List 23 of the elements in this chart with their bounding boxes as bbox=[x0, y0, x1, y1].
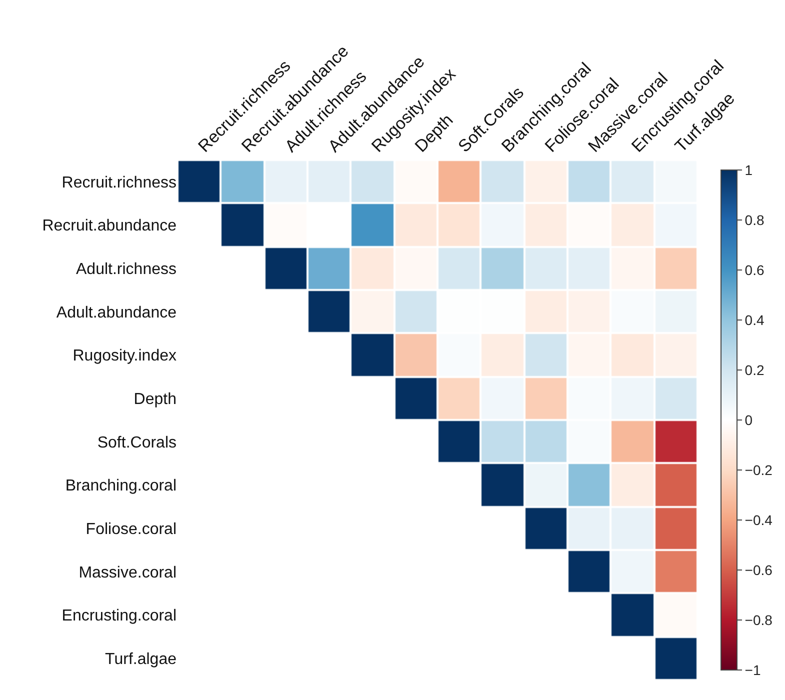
y-tick-label: Turf.algae bbox=[105, 650, 177, 668]
color-bar-label: 0.2 bbox=[744, 362, 764, 378]
y-tick-label: Recruit.abundance bbox=[42, 218, 177, 235]
color-bar-label: 0 bbox=[744, 412, 753, 428]
color-bar-label: 0.4 bbox=[744, 312, 764, 328]
y-tick-label: Rugosity.index bbox=[72, 348, 176, 365]
y-tick-label: Soft.Corals bbox=[97, 434, 176, 452]
color-bar-label: −0.6 bbox=[744, 562, 773, 578]
y-tick-label: Encrusting.coral bbox=[62, 608, 176, 625]
y-tick-label: Foliose.coral bbox=[86, 520, 176, 538]
y-tick-label: Recruit.richness bbox=[62, 174, 176, 192]
color-bar-label: −0.4 bbox=[744, 512, 773, 528]
y-tick-label: Depth bbox=[134, 390, 176, 408]
y-tick-label: Adult.richness bbox=[76, 260, 176, 278]
color-bar-label: −1 bbox=[744, 662, 761, 678]
color-bar-label: −0.8 bbox=[744, 612, 773, 628]
color-bar-label: 1 bbox=[744, 162, 753, 178]
color-bar-label: −0.2 bbox=[744, 462, 773, 478]
color-bar-label: 0.8 bbox=[744, 212, 764, 228]
color-bar-label: 0.6 bbox=[744, 262, 764, 278]
y-tick-label: Massive.coral bbox=[78, 564, 176, 582]
y-tick-label: Branching.coral bbox=[65, 478, 176, 495]
y-tick-label: Adult.abundance bbox=[56, 304, 177, 322]
